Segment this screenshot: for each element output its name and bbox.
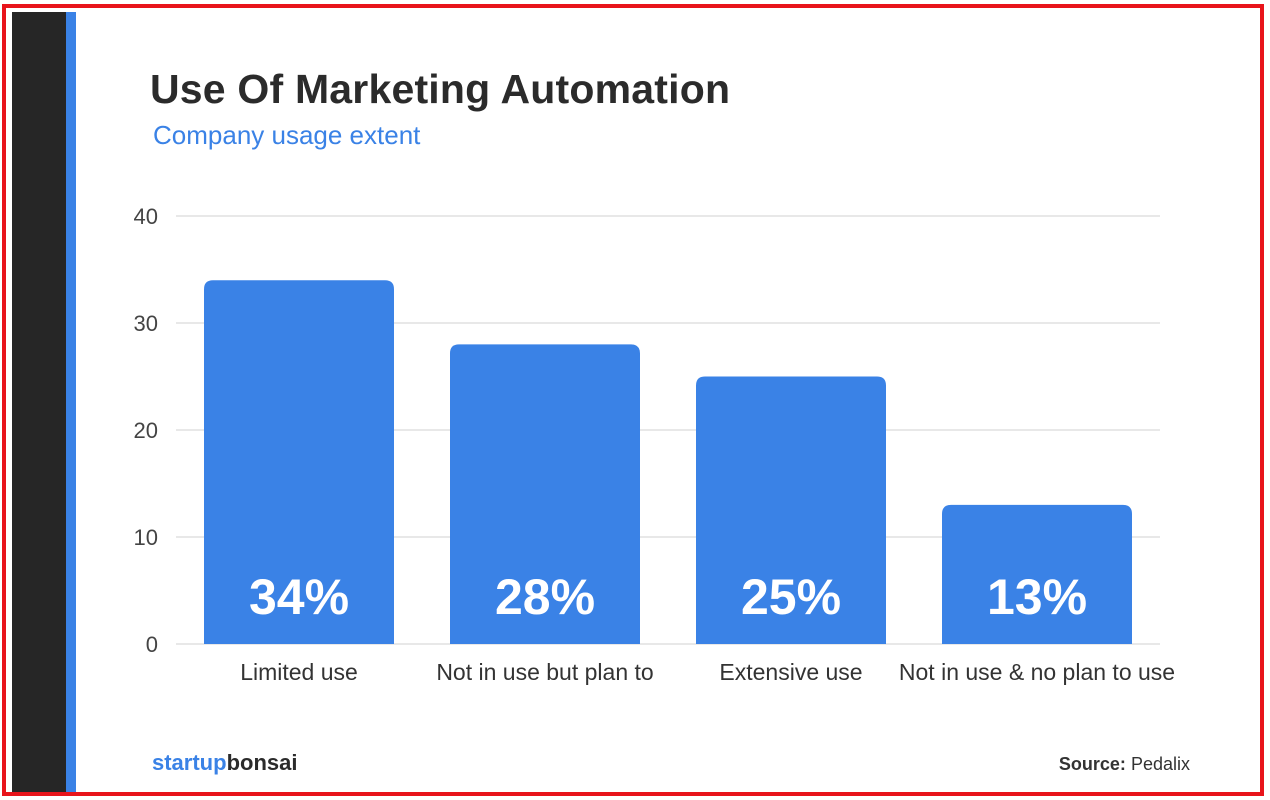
bar-chart: 0 10 20 30 40 34% Limited use 28% Not in use but… (134, 204, 1176, 685)
source-value: Pedalix (1130, 754, 1190, 774)
x-category-label: Limited use (240, 659, 358, 685)
x-category-label: Extensive use (719, 659, 862, 685)
bar (696, 376, 886, 644)
source-label: Source: (1058, 754, 1126, 774)
chart-subtitle: Company usage extent (153, 120, 421, 150)
brand-logo-part1: startup (152, 750, 227, 775)
y-tick-label: 0 (146, 632, 158, 657)
sidebar-dark-strip (12, 12, 66, 792)
chart-frame: Use Of Marketing Automation Company usag… (2, 4, 1264, 796)
y-tick-label: 30 (134, 311, 158, 336)
bar-data-label: 25% (741, 569, 841, 625)
bar-data-label: 28% (495, 569, 595, 625)
y-tick-label: 10 (134, 525, 158, 550)
y-tick-label: 40 (134, 204, 158, 229)
x-category-label: Not in use & no plan to use (899, 659, 1175, 685)
brand-logo: startupbonsai (152, 750, 297, 776)
sidebar-accent-strip (66, 12, 76, 792)
chart-title: Use Of Marketing Automation (150, 66, 731, 112)
bar (204, 280, 394, 644)
bar-data-label: 34% (249, 569, 349, 625)
y-tick-label: 20 (134, 418, 158, 443)
bar-data-label: 13% (987, 569, 1087, 625)
brand-logo-part2: bonsai (226, 750, 298, 775)
x-category-label: Not in use but plan to (436, 659, 653, 685)
source-note: Source: Pedalix (1059, 754, 1190, 775)
bar (450, 344, 640, 644)
bar (942, 504, 1132, 644)
